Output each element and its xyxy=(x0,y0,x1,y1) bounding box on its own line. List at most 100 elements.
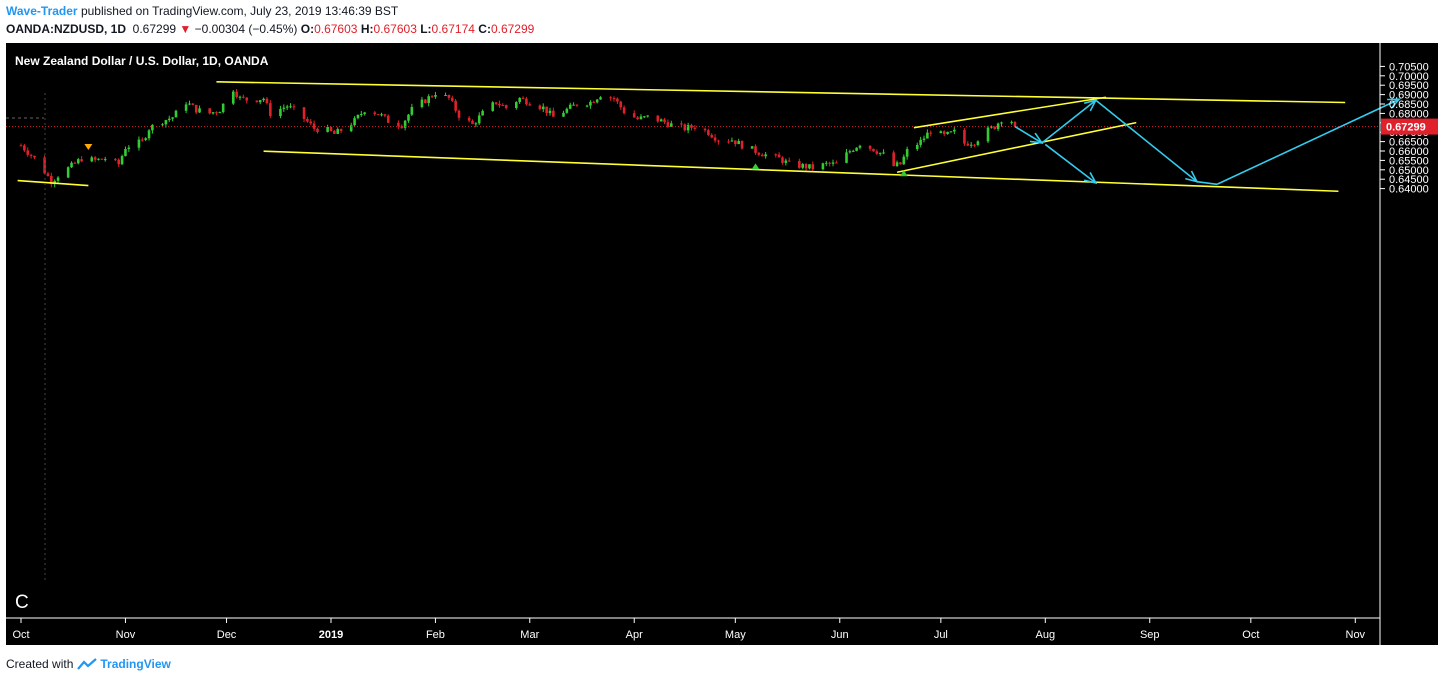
candle xyxy=(899,162,902,165)
author-name[interactable]: Wave-Trader xyxy=(6,4,78,18)
candle xyxy=(380,112,383,117)
candle-body xyxy=(198,108,201,113)
candle xyxy=(191,102,195,106)
candle-body xyxy=(353,118,356,126)
candle xyxy=(845,148,848,164)
candle-body xyxy=(420,99,424,108)
candle-body xyxy=(50,175,53,185)
candle xyxy=(990,125,993,129)
candle xyxy=(764,151,767,159)
trendline[interactable] xyxy=(17,179,89,187)
candle xyxy=(811,161,815,173)
candle xyxy=(70,161,73,169)
candle-body xyxy=(824,162,828,164)
candle xyxy=(184,102,188,114)
candle-body xyxy=(90,157,94,162)
candle-body xyxy=(740,140,744,149)
chart-background xyxy=(6,43,1438,645)
candle xyxy=(137,136,141,151)
candle-body xyxy=(481,110,484,116)
candle xyxy=(140,137,144,142)
trendline[interactable] xyxy=(216,81,1346,104)
candle-body xyxy=(521,97,525,99)
candle xyxy=(946,131,949,135)
candle-body xyxy=(147,130,151,139)
time-tick-label: Aug xyxy=(1036,629,1056,641)
candle xyxy=(666,119,670,129)
price-tick-label: 0.70000 xyxy=(1389,71,1429,83)
candle-body xyxy=(636,117,639,120)
candle-body xyxy=(609,97,612,99)
candle-body xyxy=(326,127,329,132)
candle xyxy=(397,120,400,130)
candle xyxy=(50,172,53,188)
candle-body xyxy=(639,116,643,120)
candle xyxy=(80,156,83,163)
candle-body xyxy=(498,103,501,106)
candle-body xyxy=(356,114,360,119)
high-label: H: xyxy=(360,22,374,36)
projection-path[interactable] xyxy=(1014,98,1401,186)
candle xyxy=(76,157,80,165)
candle xyxy=(33,155,36,160)
candle-body xyxy=(29,154,33,156)
candle xyxy=(949,130,953,133)
candle-body xyxy=(632,113,636,118)
candle xyxy=(636,116,639,120)
candle-body xyxy=(643,116,646,118)
projection-branch[interactable] xyxy=(1044,143,1098,185)
candle xyxy=(953,127,956,135)
candle xyxy=(808,164,811,170)
candle xyxy=(100,158,104,160)
candle xyxy=(643,115,646,119)
candle xyxy=(525,96,528,106)
candle-body xyxy=(552,110,555,117)
candle-body xyxy=(380,114,383,116)
candle xyxy=(424,98,427,104)
candle xyxy=(450,95,454,103)
drawings[interactable] xyxy=(17,81,1401,193)
candle xyxy=(504,104,508,110)
publish-text: published on TradingView.com, July 23, 2… xyxy=(80,4,399,18)
price-tick-label: 0.66000 xyxy=(1389,146,1429,158)
candle-body xyxy=(208,108,211,114)
candle-body xyxy=(373,112,377,115)
candle-body xyxy=(454,100,457,111)
candle xyxy=(427,94,430,107)
candle-body xyxy=(727,141,730,143)
candle xyxy=(798,158,801,169)
created-with-text: Created with xyxy=(6,657,74,671)
trendline[interactable] xyxy=(263,150,1339,193)
candle xyxy=(309,118,313,126)
candle-body xyxy=(410,107,414,115)
candle-body xyxy=(703,128,707,131)
candle-body xyxy=(781,157,784,163)
candle xyxy=(787,157,791,162)
candle xyxy=(363,111,366,116)
wave-label-c: C xyxy=(15,592,29,613)
price-tick-label: 0.68000 xyxy=(1389,108,1429,120)
candle xyxy=(174,109,178,118)
candle-body xyxy=(946,131,949,135)
candle xyxy=(727,138,730,144)
time-tick-label: Feb xyxy=(426,629,445,641)
candle xyxy=(656,115,660,123)
candle xyxy=(562,110,565,117)
candle xyxy=(501,103,505,107)
candle xyxy=(208,108,211,115)
trendline[interactable] xyxy=(896,121,1137,174)
trendline[interactable] xyxy=(913,96,1107,129)
candle-body xyxy=(43,157,46,174)
candle-body xyxy=(858,145,862,148)
projection-arrowhead xyxy=(1083,172,1098,185)
candle xyxy=(349,122,353,133)
candle xyxy=(622,105,626,115)
price-chart[interactable]: 0.640000.645000.650000.655000.660000.665… xyxy=(6,43,1438,645)
candle-body xyxy=(757,152,761,155)
candle-body xyxy=(953,129,956,132)
tradingview-logo[interactable]: TradingView xyxy=(77,657,171,671)
time-axis[interactable]: Oct Nov Dec 2019 Feb Mar Apr May Jun Jul Aug Sep Oct… xyxy=(12,618,1366,641)
chart-panel[interactable]: 0.64000 0.64500 0.65000 0.65500 0.66000 0.665… xyxy=(6,43,1438,645)
candle xyxy=(144,137,147,142)
candle-body xyxy=(76,159,80,164)
